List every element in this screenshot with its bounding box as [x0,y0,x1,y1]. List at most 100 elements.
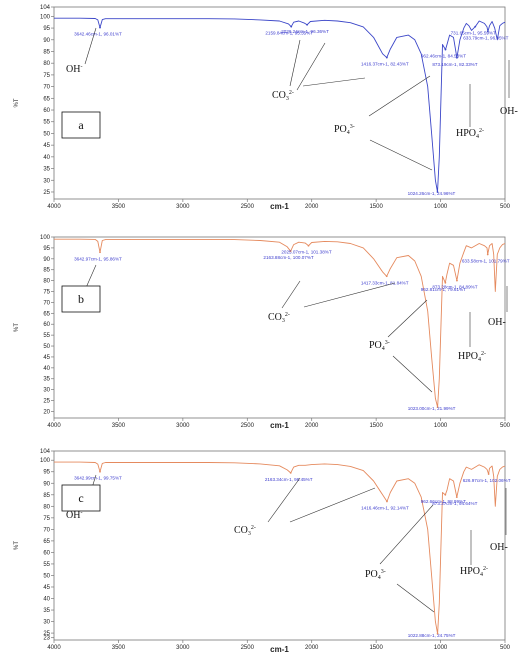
group-pointer-line [289,487,376,523]
group-pointer-line [392,355,433,393]
group-label: OH- [500,106,518,117]
x-tick-label: 1000 [434,204,448,210]
peak-marker [436,632,439,635]
y-tick-label: 45 [43,355,50,361]
y-tick-label: 50 [43,344,50,350]
group-label: OH- [66,510,82,521]
y-tick-label: 90 [43,38,50,44]
panel-label-box [61,484,101,512]
peak-marker [289,471,292,474]
x-tick-label: 2500 [241,645,255,651]
peak-annotation: 2036.24cm-1, 96.36%T [281,29,329,34]
x-axis-label: cm-1 [270,645,289,654]
group-pointer-line [302,77,366,87]
peak-annotation: 626.97cm-1, 102.06%T [463,478,511,483]
group-pointer-line [396,583,435,613]
y-tick-label: 75 [43,73,50,79]
y-tick-label: 80 [43,279,50,285]
group-label: CO32- [272,90,294,102]
x-tick-label: 1500 [369,423,383,429]
x-tick-label: 3500 [112,645,126,651]
x-tick-label: 3000 [176,645,190,651]
plot-frame [53,6,506,200]
peak-annotation: 633.79cm-1, 96.95%T [463,36,508,41]
x-tick-label: 4000 [47,645,61,651]
x-tick-label: 1500 [369,204,383,210]
peak-marker [456,56,458,59]
y-tick-label: 65 [43,539,50,545]
y-tick-label: 70 [43,85,50,91]
y-tick-label: 25 [43,190,50,196]
panel-label: b [78,292,84,306]
peak-marker [386,500,388,503]
y-tick-label: 55 [43,120,50,126]
y-tick-label: 70 [43,527,50,533]
peak-marker [436,406,439,408]
x-tick-label: 4000 [47,204,61,210]
y-tick-label: 80 [43,61,50,67]
y-tick-label: 65 [43,311,50,317]
peak-marker [456,279,458,282]
panel-label-box [61,285,101,313]
group-pointer-line [303,282,396,308]
peak-annotation: 1023.00cm-1, 21.99%T [408,406,456,411]
y-tick-label: 70 [43,300,50,306]
group-pointer-line [368,75,431,117]
y-tick-label: 75 [43,516,50,522]
group-label: HPO42- [460,566,488,578]
y-axis-label: %T [14,98,20,107]
y-tick-label: 90 [43,481,50,487]
y-tick-label: 40 [43,597,50,603]
group-label: OH- [66,64,82,75]
peak-annotation: 1416.46cm-1, 92.14%T [361,505,409,510]
y-tick-label: 90 [43,257,50,263]
peak-marker [455,496,458,498]
group-pointer-line [281,280,301,309]
y-tick-label: 45 [43,143,50,149]
peak-marker [99,470,101,473]
y-tick-label: 85 [43,493,50,499]
x-tick-label: 500 [500,204,511,210]
spectrum-line [54,238,506,408]
group-label: HPO42- [458,351,486,363]
peak-marker [289,250,292,253]
x-axis-label: cm-1 [270,202,289,211]
x-tick-label: 1500 [369,645,383,651]
chart-panel-a: 4000 3500 3000 2500 2000 1500 1000 500 104 100 95 9… [14,5,518,211]
group-label: PO43- [369,340,390,352]
y-tick-label: 40 [43,366,50,372]
y-tick-label: 25 [43,631,50,637]
y-tick-label: 60 [43,108,50,114]
group-label: OH- [490,542,508,553]
peak-annotation: 962.66cm-1, 98.99%T [421,499,466,504]
group-label: OH- [488,317,506,328]
peak-annotation: 3642.97cm-1, 95.86%T [74,256,122,261]
x-tick-label: 500 [500,645,511,651]
y-tick-label: 95 [43,246,50,252]
peak-annotation: 962.81cm-1, 79.61%T [421,287,466,292]
x-tick-label: 2500 [241,423,255,429]
group-label: HPO42- [456,128,484,140]
y-tick-label: 55 [43,562,50,568]
peak-marker [306,23,308,26]
chart-panel-b: 4000 3500 3000 2500 2000 1500 1000 500 100 95 90 85… [14,235,511,430]
y-tick-label: 20 [43,409,50,415]
peak-annotation: 633.58cm-1, 101.79%T [462,258,510,263]
peak-marker [487,473,490,475]
y-tick-label: 75 [43,290,50,296]
peak-marker [290,25,293,28]
y-tick-label: 30 [43,178,50,184]
x-tick-label: 2000 [305,645,319,651]
x-tick-label: 3500 [112,423,126,429]
peak-marker [385,275,388,278]
x-tick-label: 3000 [176,204,190,210]
peak-annotation: 2025.07cm-1, 101.38%T [281,250,332,255]
x-axis-label: cm-1 [270,421,289,430]
group-pointer-line [387,299,428,338]
peak-marker [385,56,388,59]
y-tick-label: 85 [43,49,50,55]
x-tick-label: 4000 [47,423,61,429]
y-tick-label: 104 [40,449,51,455]
plot-frame [53,236,506,419]
